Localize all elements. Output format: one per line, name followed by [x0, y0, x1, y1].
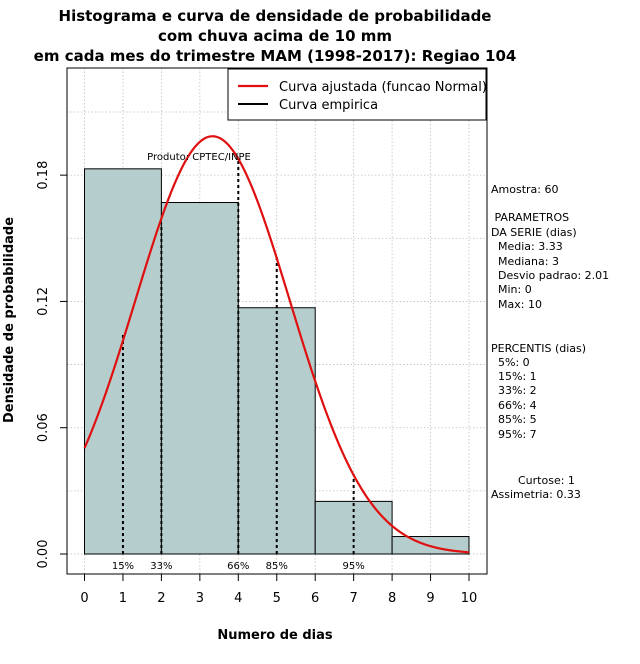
legend: Curva ajustada (funcao Normal) Curva emp…: [227, 68, 487, 121]
chart-title-line-1: Histograma e curva de densidade de proba…: [59, 7, 492, 25]
x-axis: 0 1 2 3 4 5 6 7 8 9 10: [80, 573, 478, 606]
stat-max: Max: 10: [498, 298, 542, 311]
y-axis: 0.00 0.06 0.12 0.18: [36, 161, 68, 569]
percentile-label-1: 33%: [150, 561, 172, 572]
percentile-label-0: 15%: [112, 561, 134, 572]
stat-curtose: Curtose: 1: [518, 474, 575, 487]
stat-min: Min: 0: [498, 283, 532, 296]
x-tick-label-7: 7: [350, 591, 358, 606]
stat-p66: 66%: 4: [498, 399, 537, 412]
y-tick-label-3: 0.18: [36, 161, 51, 190]
chart-title-line-3: em cada mes do trimestre MAM (1998-2017)…: [34, 47, 517, 65]
stat-desvio: Desvio padrao: 2.01: [498, 269, 609, 282]
legend-label-normal: Curva ajustada (funcao Normal): [279, 80, 487, 95]
stat-p33: 33%: 2: [498, 384, 537, 397]
stat-amostra: Amostra: 60: [491, 183, 558, 196]
product-annotation: Produto: CPTEC/INPE: [147, 152, 251, 163]
y-tick-label-0: 0.00: [36, 540, 51, 569]
y-tick-label-1: 0.06: [36, 413, 51, 442]
percentile-lines: 15% 33% 66% 85% 95%: [112, 160, 365, 572]
x-tick-label-1: 1: [119, 591, 127, 606]
stat-parametros-title: PARAMETROS: [491, 211, 569, 224]
legend-label-empirical: Curva empirica: [279, 98, 378, 113]
legend-box: [227, 68, 487, 121]
stat-p95: 95%: 7: [498, 428, 537, 441]
stat-p85: 85%: 5: [498, 413, 537, 426]
stat-p5: 5%: 0: [498, 356, 530, 369]
x-tick-label-0: 0: [80, 591, 88, 606]
y-axis-title: Densidade de probabilidade: [2, 217, 17, 423]
x-tick-label-10: 10: [461, 591, 478, 606]
stat-percentis-title: PERCENTIS (dias): [491, 342, 586, 355]
y-tick-label-2: 0.12: [36, 287, 51, 316]
percentile-label-4: 95%: [343, 561, 365, 572]
stat-parametros-sub: DA SERIE (dias): [491, 226, 577, 239]
normal-curve-line: [83, 135, 470, 554]
stat-mediana: Mediana: 3: [498, 255, 559, 268]
stat-assimetria: Assimetria: 0.33: [491, 488, 581, 501]
x-tick-label-2: 2: [157, 591, 165, 606]
histogram-bar-1: [160, 202, 239, 555]
percentile-label-3: 85%: [266, 561, 288, 572]
percentile-label-2: 66%: [227, 561, 249, 572]
x-tick-label-6: 6: [311, 591, 319, 606]
stat-p15: 15%: 1: [498, 370, 537, 383]
chart-title-line-2: com chuva acima de 10 mm: [158, 27, 392, 45]
x-tick-label-4: 4: [234, 591, 242, 606]
x-tick-label-8: 8: [388, 591, 396, 606]
x-tick-label-5: 5: [273, 591, 281, 606]
stat-media: Media: 3.33: [498, 240, 563, 253]
x-axis-title: Numero de dias: [217, 628, 333, 643]
x-tick-label-9: 9: [426, 591, 434, 606]
stats-panel: Amostra: 60 PARAMETROS DA SERIE (dias) M…: [491, 183, 609, 501]
x-tick-label-3: 3: [196, 591, 204, 606]
